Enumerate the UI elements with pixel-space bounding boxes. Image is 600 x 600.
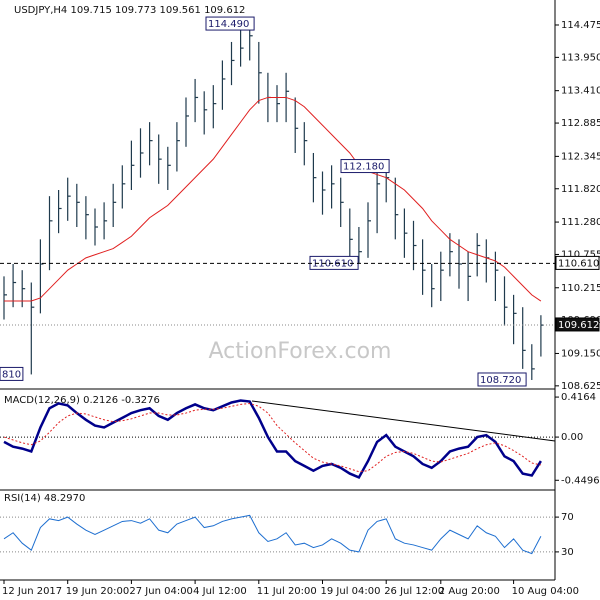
x-tick-label: 11 Jul 20:00 bbox=[257, 586, 317, 597]
x-tick-label: 10 Aug 04:00 bbox=[512, 586, 579, 597]
y-tick-label: 110.755 bbox=[561, 249, 600, 260]
y-tick-label: 110.215 bbox=[561, 283, 600, 294]
level-label: 110.610 bbox=[558, 258, 599, 269]
annotation-box bbox=[340, 159, 390, 174]
annotation-label: 108.720 bbox=[480, 375, 521, 386]
x-tick-label: 12 Jun 2017 bbox=[2, 586, 62, 597]
annotation-box bbox=[0, 366, 24, 381]
x-tick-label: 19 Jul 04:00 bbox=[321, 586, 381, 597]
level-box bbox=[555, 255, 600, 270]
y-tick-label: 30 bbox=[561, 547, 574, 558]
x-tick-label: 27 Jun 04:00 bbox=[129, 586, 193, 597]
annotation-label: 810 bbox=[2, 369, 21, 380]
annotation-box bbox=[205, 16, 255, 31]
annotation-label: 112.180 bbox=[343, 162, 384, 173]
moving-average bbox=[4, 96, 542, 302]
macd-title: MACD(12,26,9) 0.2126 -0.3276 bbox=[4, 395, 160, 406]
y-tick-label: 109.150 bbox=[561, 348, 600, 359]
y-tick-label: 111.820 bbox=[561, 184, 600, 195]
y-tick-label: 113.410 bbox=[561, 86, 600, 97]
x-tick-label: 19 Jun 20:00 bbox=[66, 586, 130, 597]
trend-line bbox=[251, 400, 556, 442]
y-tick-label: 0.00 bbox=[561, 432, 583, 443]
macd-line bbox=[3, 399, 542, 480]
y-tick-label: 111.280 bbox=[561, 217, 600, 228]
annotation-label: 114.490 bbox=[208, 19, 249, 30]
y-tick-label: -0.4496 bbox=[561, 475, 600, 486]
rsi-line bbox=[3, 514, 542, 555]
x-tick-label: 2 Aug 20:00 bbox=[439, 586, 500, 597]
y-tick-label: 112.345 bbox=[561, 151, 600, 162]
annotation-box bbox=[477, 372, 527, 387]
level-label: 109.612 bbox=[558, 320, 599, 331]
y-tick-label: 70 bbox=[561, 512, 574, 523]
x-tick-label: 4 Jul 12:00 bbox=[193, 586, 247, 597]
y-tick-label: 114.475 bbox=[561, 20, 600, 31]
watermark: ActionForex.com bbox=[209, 339, 392, 364]
chart-title: USDJPY,H4 109.715 109.773 109.561 109.61… bbox=[14, 5, 245, 16]
y-tick-label: 112.885 bbox=[561, 118, 600, 129]
level-box bbox=[555, 317, 600, 332]
y-tick-label: 108.625 bbox=[561, 381, 600, 392]
y-tick-label: 113.950 bbox=[561, 52, 600, 63]
y-tick-label: 0.4164 bbox=[561, 392, 596, 403]
x-tick-label: 26 Jul 12:00 bbox=[384, 586, 444, 597]
rsi-title: RSI(14) 48.2970 bbox=[4, 493, 85, 504]
